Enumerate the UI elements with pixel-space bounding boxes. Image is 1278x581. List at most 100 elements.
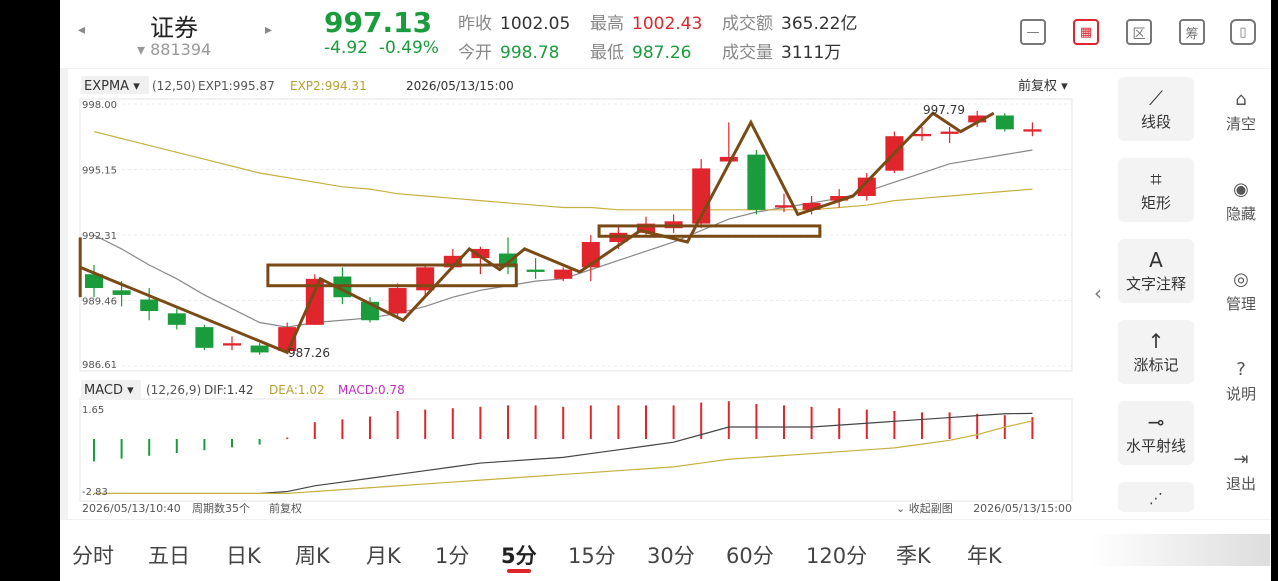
side-eye[interactable]: ◉ 隐藏: [1211, 179, 1271, 224]
side-help[interactable]: ? 说明: [1211, 359, 1271, 404]
tab-5[interactable]: 1分: [435, 544, 470, 568]
candle-body: [775, 205, 793, 208]
candle-body: [250, 345, 269, 353]
change-percent: -0.49%: [378, 38, 439, 58]
candle-body: [968, 115, 987, 123]
tab-scroll-handle[interactable]: [1090, 534, 1270, 566]
side-exit[interactable]: ⇥ 退出: [1211, 449, 1271, 494]
quote-volume: 成交量 3111万: [722, 38, 841, 63]
y-tick-label: 995.15: [82, 166, 117, 177]
phone-rotate-icon[interactable]: ▯: [1230, 19, 1256, 45]
tab-11[interactable]: 季K: [896, 544, 931, 568]
exp2-line: [93, 131, 1033, 211]
tool-label: 文字注释: [1125, 275, 1186, 293]
tab-6[interactable]: 5分: [501, 544, 537, 568]
help-icon: ?: [1236, 359, 1246, 380]
consolidation-box-2: [597, 224, 822, 238]
tab-3[interactable]: 周K: [295, 544, 330, 568]
exp1-label: EXP1:995.87: [198, 79, 275, 93]
quote-val: 365.22亿: [781, 14, 858, 34]
exp2-label: EXP2:994.31: [290, 79, 367, 93]
user-drawings: [78, 111, 995, 355]
tool-horizontal-ray[interactable]: ⊸ 水平射线: [1118, 401, 1194, 465]
macd-frame: [79, 398, 1073, 502]
cursor-datetime: 2026/05/13/15:00: [406, 79, 514, 93]
high-price-label: 997.79: [923, 103, 965, 117]
horizontal-ray-icon: ⊸: [1147, 410, 1165, 434]
eye-icon: ◉: [1233, 179, 1249, 200]
tab-10[interactable]: 120分: [806, 544, 868, 568]
stock-code-text: 881394: [150, 40, 212, 59]
y-tick-label: 992.31: [82, 231, 117, 242]
quote-val: 3111万: [781, 43, 842, 63]
quote-key: 成交额: [722, 14, 773, 34]
side-menu: ⌂ 清空 ◉ 隐藏 ◎ 管理? 说明 ⇥ 退出: [1211, 69, 1271, 519]
period-tabs: 分时 五日 日K 周K 月K 1分 5分 15分 30分 60分 120分 季K 年K: [60, 520, 1271, 581]
change-value: -4.92: [324, 38, 368, 58]
tool-text[interactable]: A 文字注释: [1118, 239, 1194, 303]
quote-val: 1002.05: [500, 14, 571, 34]
tab-12[interactable]: 年K: [967, 544, 1002, 568]
candle-body: [471, 248, 490, 259]
exit-icon: ⇥: [1233, 449, 1249, 470]
candle-body: [1023, 129, 1042, 132]
quote-key: 今开: [458, 43, 492, 63]
consolidation-box-1: [266, 263, 518, 288]
side-clear[interactable]: ⌂ 清空: [1211, 89, 1271, 134]
collapse-tools-icon[interactable]: ‹: [1094, 281, 1102, 305]
region-icon[interactable]: 区: [1126, 19, 1152, 45]
zigzag-trendline: [79, 111, 995, 355]
candle-body: [223, 343, 241, 346]
chip-icon[interactable]: 筹: [1179, 19, 1205, 45]
candle-body: [167, 313, 186, 325]
minus-icon[interactable]: —: [1020, 19, 1046, 45]
side-manage[interactable]: ◎ 管理: [1211, 269, 1271, 314]
quote-val: 987.26: [632, 43, 692, 63]
candle-body: [719, 156, 738, 162]
tab-8[interactable]: 30分: [647, 544, 695, 568]
kline-icon[interactable]: ▦: [1073, 19, 1099, 45]
y-tick-label: 986.61: [82, 360, 117, 371]
stock-code[interactable]: ▾ 881394: [137, 40, 212, 59]
candle-body: [857, 177, 876, 197]
tab-2[interactable]: 日K: [226, 544, 261, 568]
tool-up-arrow[interactable]: ↑ 涨标记: [1118, 320, 1194, 384]
clear-icon: ⌂: [1235, 89, 1247, 110]
candle-body: [140, 299, 159, 312]
quote-key: 最低: [590, 43, 624, 63]
tool-line-segment[interactable]: ⟋ 线段: [1118, 77, 1194, 141]
prev-stock-icon[interactable]: ◂: [78, 22, 86, 38]
tool-label: 线段: [1140, 113, 1171, 131]
candle-body: [637, 223, 655, 233]
dea-line: [94, 420, 1033, 495]
candle-body: [802, 202, 821, 210]
up-arrow-icon: ↑: [1147, 329, 1165, 353]
stock-name: 证券: [150, 14, 198, 42]
next-stock-icon[interactable]: ▸: [265, 22, 273, 38]
active-tab-underline: [507, 569, 531, 573]
manage-icon: ◎: [1233, 269, 1249, 290]
end-time: 2026/05/13/15:00: [973, 502, 1072, 515]
tab-4[interactable]: 月K: [366, 544, 401, 568]
macd-label: MACD:0.78: [338, 383, 405, 397]
tool-more-icon[interactable]: ⋰: [1118, 482, 1194, 512]
tab-1[interactable]: 五日: [148, 544, 190, 568]
quote-open: 今开 998.78: [458, 38, 559, 63]
macd-selector-bg: [81, 380, 141, 398]
price-change: -4.92 -0.49%: [324, 38, 439, 58]
dif-label: DIF:1.42: [204, 383, 254, 397]
left-border: [0, 0, 60, 581]
candle-body: [195, 327, 214, 348]
kline-chart[interactable]: EXPMA ▾ (12,50) EXP1:995.87 EXP2:994.31 2026…: [68, 69, 1086, 519]
bottom-adjust: 前复权: [269, 501, 302, 515]
tab-7[interactable]: 15分: [568, 544, 616, 568]
tool-rectangle[interactable]: ⌗ 矩形: [1118, 158, 1194, 222]
macd-y-tick: 1.65: [82, 405, 104, 416]
tab-9[interactable]: 60分: [726, 544, 774, 568]
side-label: 说明: [1225, 385, 1256, 403]
candle-body: [747, 154, 766, 210]
period-count: 周期数35个: [192, 502, 250, 515]
chart-panel[interactable]: EXPMA ▾ (12,50) EXP1:995.87 EXP2:994.31 2026…: [68, 69, 1086, 519]
side-label: 清空: [1225, 115, 1256, 133]
tab-0[interactable]: 分时: [72, 544, 114, 568]
